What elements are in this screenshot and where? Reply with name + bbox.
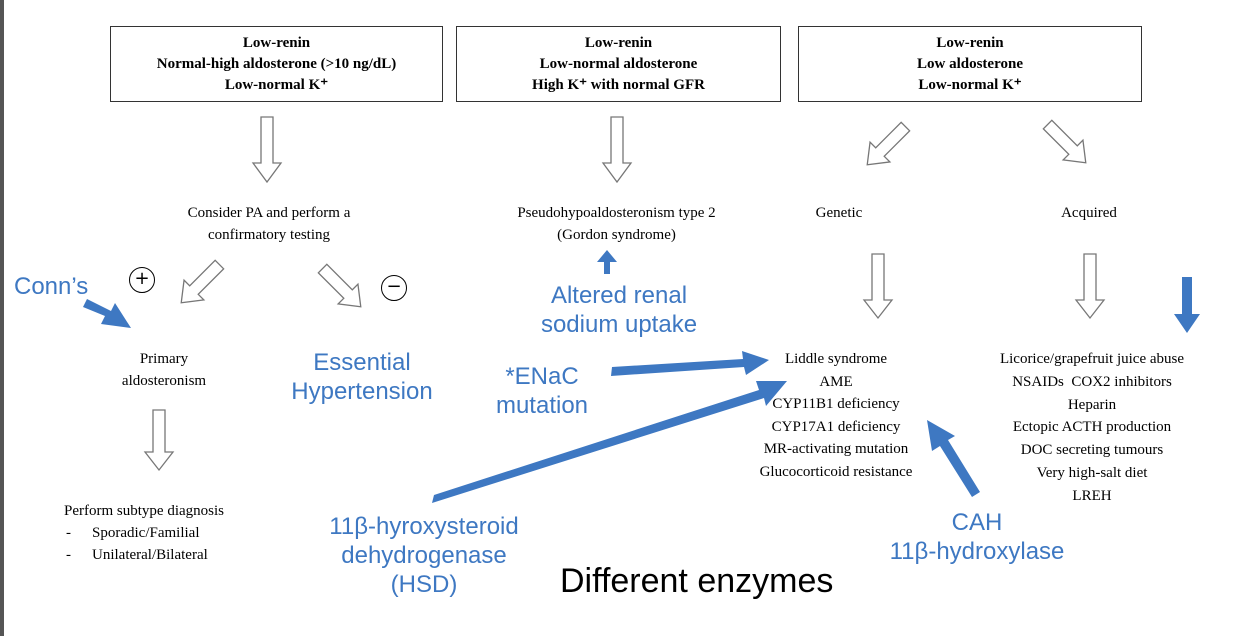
box1-line1: Low-renin bbox=[242, 35, 311, 51]
cah-annotation: CAH 11β-hydroxylase bbox=[872, 508, 1082, 566]
conns-annotation: Conn’s bbox=[14, 273, 89, 300]
blue-arrow-enac bbox=[611, 351, 769, 376]
box3-line3: Low-normal K⁺ bbox=[918, 77, 1022, 93]
genetic-cause: CYP11B1 deficiency bbox=[772, 396, 900, 412]
hsd-line1: 11β-hyroxysteroid bbox=[329, 513, 519, 540]
positive-sign: + bbox=[129, 267, 155, 293]
hollow-arrow-down bbox=[862, 253, 894, 320]
cah-line2: 11β-hydroxylase bbox=[889, 538, 1065, 565]
box3-line2: Low aldosterone bbox=[917, 56, 1023, 72]
arrow-layer bbox=[83, 116, 1200, 503]
primary-line1: Primary bbox=[139, 351, 189, 367]
consider-pa-text: Consider PA and perform a confirmatory t… bbox=[144, 202, 394, 246]
genetic-label: Genetic bbox=[815, 205, 863, 221]
hollow-arrow-down bbox=[143, 409, 175, 472]
essential-line2: Hypertension bbox=[291, 378, 433, 405]
enac-annotation: *ENaC mutation bbox=[482, 362, 602, 420]
genetic-cause: AME bbox=[819, 373, 853, 390]
altered-renal-annotation: Altered renal sodium uptake bbox=[524, 281, 714, 339]
blue-arrow-altered bbox=[597, 250, 617, 274]
box2-line3: High K⁺ with normal GFR bbox=[532, 77, 705, 93]
primary-aldosteronism-text: Primary aldosteronism bbox=[84, 348, 244, 392]
subtype-item: Sporadic/Familial bbox=[64, 522, 224, 544]
box1-line3: Low-normal K⁺ bbox=[224, 77, 329, 93]
acquired-cause: Ectopic ACTH production bbox=[1012, 419, 1172, 436]
acquired-cause: Licorice/grapefruit juice abuse bbox=[999, 351, 1185, 367]
negative-sign: − bbox=[381, 275, 407, 301]
acquired-label: Acquired bbox=[1061, 205, 1117, 221]
pseudo-line1: Pseudohypoaldosteronism type 2 bbox=[517, 205, 716, 221]
blue-arrow-acquired bbox=[1174, 277, 1200, 333]
different-enzymes-note: Different enzymes bbox=[560, 562, 834, 600]
genetic-cause: MR-activating mutation bbox=[763, 441, 909, 457]
genetic-cause: Glucocorticoid resistance bbox=[759, 463, 913, 480]
condition-box-2: Low-renin Low-normal aldosterone High K⁺… bbox=[456, 26, 781, 102]
consider-line2: confirmatory testing bbox=[207, 227, 331, 243]
hollow-arrow-diagonal bbox=[866, 121, 911, 166]
subtype-title: Perform subtype diagnosis bbox=[64, 503, 224, 519]
acquired-cause: Heparin bbox=[1067, 396, 1117, 413]
acquired-cause: LREH bbox=[1072, 487, 1112, 504]
condition-box-1: Low-renin Normal-high aldosterone (>10 n… bbox=[110, 26, 443, 102]
blue-arrow-hsd bbox=[432, 381, 787, 503]
hollow-arrow-diagonal bbox=[180, 259, 225, 304]
altered-line1: Altered renal bbox=[550, 282, 688, 309]
blue-arrow-cah bbox=[927, 420, 980, 497]
enac-line2: mutation bbox=[495, 392, 589, 419]
acquired-causes-list: Licorice/grapefruit juice abuse NSAIDs C… bbox=[962, 348, 1222, 508]
subtype-diagnosis: Perform subtype diagnosis Sporadic/Famil… bbox=[64, 500, 224, 566]
altered-line2: sodium uptake bbox=[540, 311, 698, 338]
genetic-cause: CYP17A1 deficiency bbox=[771, 418, 901, 435]
acquired-cause: NSAIDs COX2 inhibitors bbox=[1012, 373, 1172, 390]
subtype-list: Sporadic/Familial Unilateral/Bilateral bbox=[64, 522, 224, 566]
hsd-annotation: 11β-hyroxysteroid dehydrogenase (HSD) bbox=[309, 512, 539, 599]
hsd-line3: (HSD) bbox=[390, 571, 458, 598]
pseudohypoaldosteronism-text: Pseudohypoaldosteronism type 2 (Gordon s… bbox=[474, 202, 759, 246]
box2-line1: Low-renin bbox=[584, 35, 653, 51]
essential-line1: Essential bbox=[313, 349, 411, 376]
blue-arrow-conns bbox=[83, 299, 131, 328]
box1-line2: Normal-high aldosterone (>10 ng/dL) bbox=[156, 56, 397, 72]
hsd-line2: dehydrogenase bbox=[341, 542, 507, 569]
essential-hypertension-annotation: Essential Hypertension bbox=[272, 348, 452, 406]
genetic-cause: Liddle syndrome bbox=[784, 351, 888, 367]
consider-line1: Consider PA and perform a bbox=[187, 205, 351, 221]
hollow-arrow-down bbox=[251, 116, 283, 184]
hollow-arrow-down bbox=[1074, 253, 1106, 320]
condition-box-3: Low-renin Low aldosterone Low-normal K⁺ bbox=[798, 26, 1142, 102]
enac-line1: *ENaC bbox=[505, 363, 579, 390]
box2-line2: Low-normal aldosterone bbox=[539, 56, 698, 72]
hollow-arrow-down bbox=[601, 116, 633, 184]
hollow-arrow-diagonal bbox=[317, 263, 362, 308]
pseudo-line2: (Gordon syndrome) bbox=[557, 227, 676, 243]
genetic-causes-list: Liddle syndrome AME CYP11B1 deficiency C… bbox=[726, 348, 946, 483]
acquired-cause: DOC secreting tumours bbox=[1020, 442, 1164, 459]
primary-line2: aldosteronism bbox=[121, 373, 207, 389]
acquired-cause: Very high-salt diet bbox=[1036, 464, 1148, 481]
subtype-item: Unilateral/Bilateral bbox=[64, 544, 224, 566]
box3-line1: Low-renin bbox=[936, 35, 1004, 51]
cah-line1: CAH bbox=[951, 509, 1003, 536]
hollow-arrow-diagonal bbox=[1042, 119, 1087, 164]
